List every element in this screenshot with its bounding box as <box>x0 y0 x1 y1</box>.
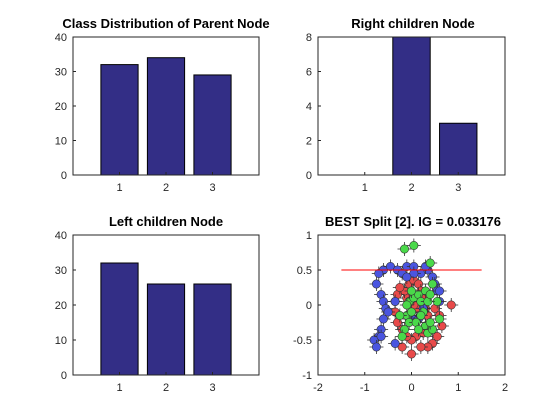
y-tick-label: 20 <box>55 101 67 113</box>
data-point <box>404 305 419 319</box>
bar <box>146 283 186 376</box>
x-tick-label: 2 <box>163 382 169 394</box>
x-tick-label: 3 <box>209 382 215 394</box>
x-tick-label: 0 <box>408 382 414 394</box>
data-point <box>392 280 407 295</box>
data-point <box>395 329 410 344</box>
x-tick-label: -2 <box>313 382 323 394</box>
bar <box>100 64 139 176</box>
chart-title: BEST Split [2]. IG = 0.033176 <box>325 214 501 229</box>
data-point <box>432 284 447 298</box>
plot-frame <box>317 36 506 176</box>
y-tick-label: 4 <box>306 101 312 113</box>
plot-frame <box>72 36 260 176</box>
plot-frame <box>72 234 260 376</box>
y-tick-label: 0 <box>61 370 67 382</box>
data-point <box>423 315 438 330</box>
data-point <box>444 298 459 312</box>
bars <box>100 57 232 176</box>
data-point <box>399 270 414 284</box>
bars <box>100 262 232 376</box>
x-tick-label: 1 <box>116 382 122 394</box>
y-tick-label: 0 <box>306 300 312 312</box>
x-tick-label: 3 <box>455 182 461 194</box>
y-tick-label: -1 <box>302 370 312 382</box>
bar <box>392 36 431 176</box>
y-tick-label: 30 <box>55 265 67 277</box>
data-point <box>369 277 384 291</box>
x-tick-label: 1 <box>455 382 461 394</box>
panel-best-split: BEST Split [2]. IG = 0.033176 -1 -0.5 0 0.5… <box>293 214 508 394</box>
x-tick-label: 2 <box>502 382 508 394</box>
data-point <box>406 266 421 281</box>
y-tick-label: 30 <box>55 67 67 79</box>
bars <box>392 36 478 176</box>
data-point <box>374 329 389 344</box>
y-tick-label: 2 <box>306 136 312 148</box>
chart-title: Class Distribution of Parent Node <box>62 16 269 31</box>
data-point <box>432 312 447 326</box>
data-point <box>413 294 428 309</box>
chart-title: Left children Node <box>109 214 223 229</box>
points <box>367 238 459 361</box>
data-point <box>404 347 419 361</box>
data-point <box>388 294 403 309</box>
x-tick-label: -1 <box>360 382 370 394</box>
data-point <box>392 308 407 323</box>
data-point <box>413 340 428 354</box>
data-point <box>425 277 440 291</box>
y-tick-label: 20 <box>55 300 67 312</box>
x-tick-label: 2 <box>408 182 414 194</box>
data-point <box>397 242 412 256</box>
data-point <box>411 322 426 337</box>
data-point <box>369 340 384 354</box>
bar <box>193 283 232 376</box>
y-tick-label: -0.5 <box>293 335 312 347</box>
data-point <box>413 308 428 323</box>
data-point <box>371 266 386 281</box>
bar <box>193 74 232 176</box>
y-tick-label: 10 <box>55 136 67 148</box>
y-ticks: 0 10 20 30 40 <box>55 32 76 182</box>
panel-parent-node: Class Distribution of Parent Node 0 10 20 3… <box>55 16 270 194</box>
y-tick-label: 0 <box>61 170 67 182</box>
y-tick-label: 10 <box>55 335 67 347</box>
bar <box>100 262 139 376</box>
y-ticks: -1 -0.5 0 0.5 1 <box>293 230 321 382</box>
panel-right-children: Right children Node 0 2 4 6 8 1 2 3 <box>306 16 506 194</box>
data-point <box>423 287 438 302</box>
data-point <box>404 284 419 298</box>
y-tick-label: 6 <box>306 67 312 79</box>
y-tick-label: 0 <box>306 170 312 182</box>
x-tick-label: 1 <box>362 182 368 194</box>
y-tick-label: 1 <box>306 230 312 242</box>
y-tick-label: 40 <box>55 32 67 44</box>
y-ticks: 0 2 4 6 8 <box>306 32 321 182</box>
plot-frame <box>317 234 506 376</box>
panel-left-children: Left children Node 0 10 20 30 40 1 2 3 <box>55 214 260 394</box>
data-point <box>406 238 421 253</box>
y-tick-label: 8 <box>306 32 312 44</box>
chart-title: Right children Node <box>351 16 475 31</box>
data-point <box>388 336 403 351</box>
data-point <box>423 256 438 270</box>
bar <box>146 57 186 176</box>
y-tick-label: 40 <box>55 230 67 242</box>
x-tick-label: 1 <box>116 182 122 194</box>
y-tick-label: 0.5 <box>297 265 312 277</box>
data-point <box>381 305 396 319</box>
bar <box>439 122 478 176</box>
x-tick-label: 2 <box>163 182 169 194</box>
x-tick-label: 3 <box>209 182 215 194</box>
data-point <box>399 298 414 312</box>
